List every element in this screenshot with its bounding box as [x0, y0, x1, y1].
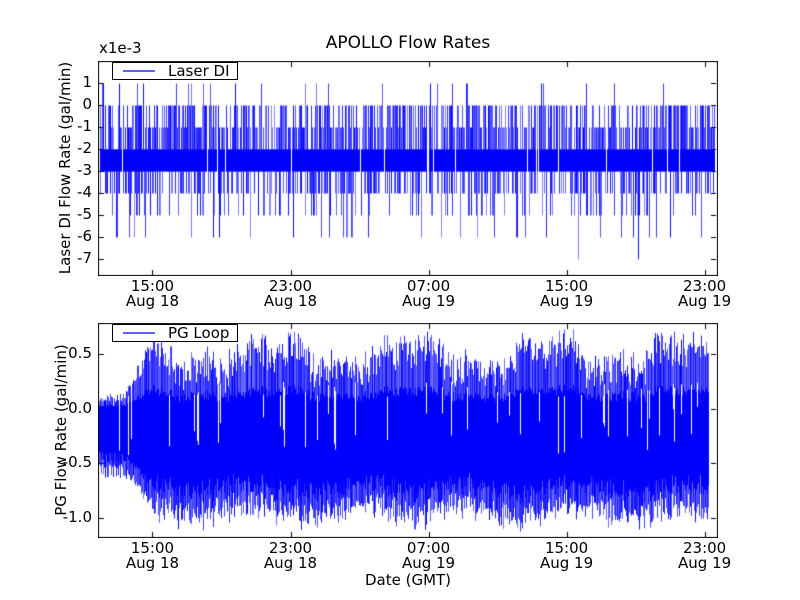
bottom-y-axis-label: PG Flow Rate (gal/min) — [52, 344, 70, 516]
laser-di-legend-line-sample — [123, 70, 155, 72]
y-tick-label: -1 — [77, 117, 92, 136]
x-tick-label: 15:00 Aug 19 — [540, 539, 594, 572]
x-tick-label: 15:00 Aug 19 — [540, 277, 594, 310]
x-tick-label: 07:00 Aug 19 — [401, 277, 456, 310]
y-tick-label: -7 — [77, 249, 92, 268]
y-tick-label: -6 — [77, 227, 92, 246]
pg-loop-plot-canvas — [98, 323, 718, 538]
pg-loop-legend-label: PG Loop — [168, 323, 230, 342]
pg-loop-legend: PG Loop — [112, 324, 238, 342]
y-tick-label: -4 — [77, 183, 92, 202]
x-tick-label: 23:00 Aug 18 — [263, 277, 318, 310]
y-tick-label: -2 — [77, 139, 92, 158]
y-tick-label: -1.0 — [62, 508, 92, 527]
laser-di-plot-canvas — [98, 61, 718, 276]
y-tick-label: -5 — [77, 205, 92, 224]
laser-di-legend-label: Laser DI — [168, 61, 230, 80]
x-tick-label: 15:00 Aug 18 — [125, 277, 180, 310]
x-tick-label: 23:00 Aug 19 — [678, 539, 732, 572]
y-tick-label: -0.5 — [62, 453, 92, 472]
y-tick-label: -3 — [77, 161, 92, 180]
chart-title: APOLLO Flow Rates — [325, 33, 491, 53]
y-axis-offset-label: x1e-3 — [99, 39, 142, 57]
y-tick-label: 1 — [82, 73, 92, 92]
y-tick-label: 0.0 — [68, 398, 92, 417]
x-axis-label: Date (GMT) — [364, 571, 452, 589]
pg-loop-legend-line-sample — [123, 332, 155, 334]
x-tick-label: 23:00 Aug 19 — [678, 277, 732, 310]
laser-di-legend: Laser DI — [112, 62, 238, 80]
x-tick-label: 07:00 Aug 19 — [401, 539, 456, 572]
x-tick-label: 15:00 Aug 18 — [125, 539, 180, 572]
x-tick-label: 23:00 Aug 18 — [263, 539, 318, 572]
y-tick-label: 0 — [82, 95, 92, 114]
y-tick-label: 0.5 — [68, 343, 92, 362]
